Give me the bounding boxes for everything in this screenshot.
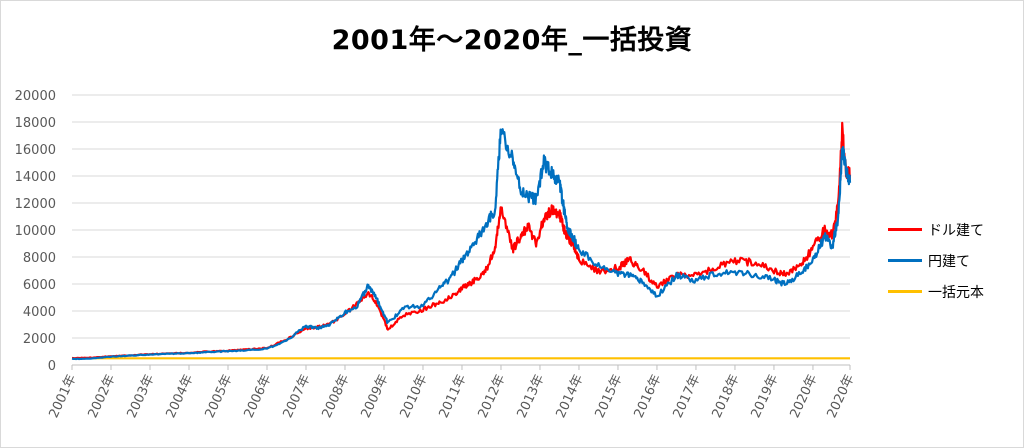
x-tick-label: 2002年 xyxy=(86,372,119,420)
legend-swatch xyxy=(888,228,922,231)
legend-swatch xyxy=(888,259,922,262)
y-tick-label: 10000 xyxy=(15,224,56,239)
x-tick-label: 2012年 xyxy=(476,372,509,420)
x-tick-label: 2017年 xyxy=(671,372,704,420)
x-tick-label: 2011年 xyxy=(437,372,470,420)
x-tick-label: 2010年 xyxy=(398,372,431,420)
x-tick-label: 2001年 xyxy=(47,372,80,420)
gridlines xyxy=(72,94,850,366)
x-tick-label: 2013年 xyxy=(515,372,548,420)
series-line-0 xyxy=(71,121,852,360)
legend-label: 一括元本 xyxy=(928,284,984,301)
chart-title: 2001年～2020年_一括投資 xyxy=(331,25,693,56)
x-tick-label: 2003年 xyxy=(125,372,158,420)
series-line-1 xyxy=(71,128,852,361)
x-tick-label: 2004年 xyxy=(164,372,197,420)
x-tick-label: 2008年 xyxy=(320,372,353,420)
x-tick-label: 2019年 xyxy=(749,372,782,420)
legend: ドル建て円建て一括元本 xyxy=(888,214,1018,307)
y-tick-label: 2000 xyxy=(23,332,56,347)
x-tick-label: 2020年 xyxy=(825,372,858,420)
y-tick-label: 14000 xyxy=(15,170,56,185)
y-tick-label: 12000 xyxy=(15,197,56,212)
x-tick-label: 2016年 xyxy=(632,372,665,420)
x-tick-label: 2014年 xyxy=(554,372,587,420)
y-axis-ticks: 0 2000 4000 6000 8000 10000 12000 14000 16000 180… xyxy=(15,89,56,374)
x-tick-label: 2005年 xyxy=(203,372,236,420)
legend-swatch xyxy=(888,290,922,293)
y-tick-label: 6000 xyxy=(23,278,56,293)
y-tick-label: 8000 xyxy=(23,251,56,266)
x-tick-label: 2006年 xyxy=(242,372,275,420)
x-tick-label: 2007年 xyxy=(281,372,314,420)
legend-label: ドル建て xyxy=(928,222,984,239)
legend-item: 一括元本 xyxy=(888,276,1018,307)
y-tick-label: 18000 xyxy=(15,116,56,131)
legend-item: 円建て xyxy=(888,245,1018,276)
x-axis-ticks: 2001年 2002年 2003年 2004年 2005年 2006年 2007年 2008年… xyxy=(47,365,858,420)
x-tick-label: 2015年 xyxy=(593,372,626,420)
y-tick-label: 20000 xyxy=(15,89,56,104)
y-tick-label: 0 xyxy=(48,359,56,374)
x-tick-label: 2018年 xyxy=(710,372,743,420)
legend-item: ドル建て xyxy=(888,214,1018,245)
legend-label: 円建て xyxy=(928,253,970,270)
y-tick-label: 16000 xyxy=(15,143,56,158)
x-tick-label: 2009年 xyxy=(359,372,392,420)
x-tick-label: 2020年 xyxy=(788,372,821,420)
series-lines xyxy=(71,121,852,361)
y-tick-label: 4000 xyxy=(23,305,56,320)
